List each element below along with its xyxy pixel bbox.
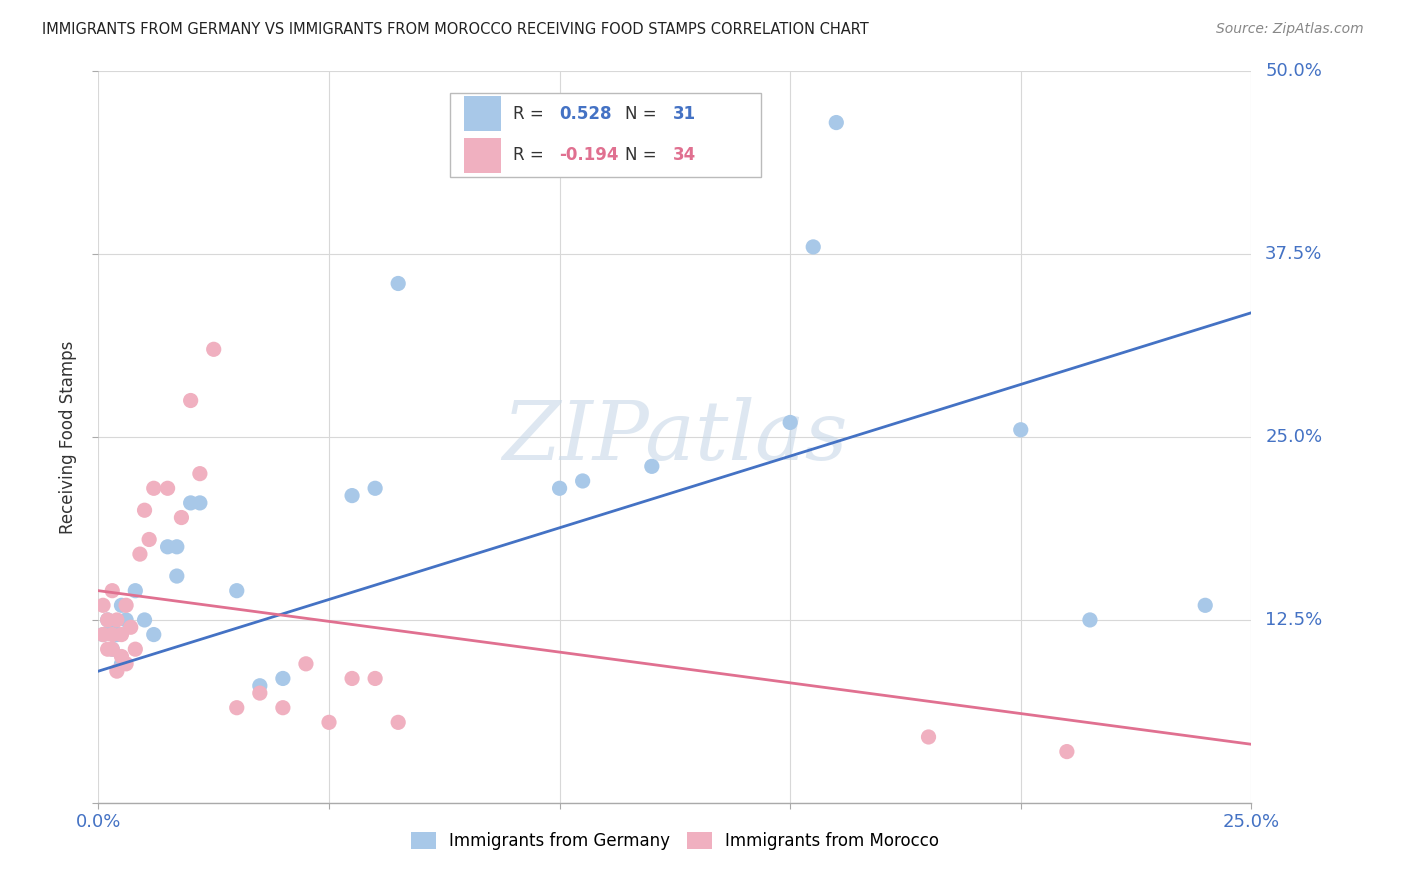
FancyBboxPatch shape <box>464 96 501 131</box>
Point <box>110 657 132 671</box>
Point <box>641 459 664 474</box>
Text: 31: 31 <box>672 104 696 123</box>
Point <box>115 599 138 613</box>
Text: IMMIGRANTS FROM GERMANY VS IMMIGRANTS FROM MOROCCO RECEIVING FOOD STAMPS CORRELA: IMMIGRANTS FROM GERMANY VS IMMIGRANTS FR… <box>42 22 869 37</box>
Text: -0.194: -0.194 <box>560 146 619 164</box>
Point <box>110 649 132 664</box>
Point <box>91 627 114 641</box>
Point <box>917 730 939 744</box>
Legend: Immigrants from Germany, Immigrants from Morocco: Immigrants from Germany, Immigrants from… <box>404 825 946 856</box>
Point <box>571 474 593 488</box>
Point <box>825 115 848 129</box>
Text: 50.0%: 50.0% <box>1265 62 1322 80</box>
Point <box>142 627 165 641</box>
Point <box>115 657 138 671</box>
Point <box>1078 613 1101 627</box>
Text: 37.5%: 37.5% <box>1265 245 1323 263</box>
Point <box>166 540 188 554</box>
Point <box>364 481 387 495</box>
Point <box>105 664 128 678</box>
Text: 25.0%: 25.0% <box>1265 428 1322 446</box>
Text: 12.5%: 12.5% <box>1265 611 1323 629</box>
Point <box>124 583 146 598</box>
Point <box>170 510 193 524</box>
Point <box>129 547 152 561</box>
Point <box>138 533 160 547</box>
Point <box>110 627 132 641</box>
Point <box>249 679 271 693</box>
Point <box>387 277 409 291</box>
Point <box>249 686 271 700</box>
Point <box>156 540 179 554</box>
Point <box>134 613 156 627</box>
Point <box>188 496 211 510</box>
Point <box>180 393 202 408</box>
Point <box>779 416 801 430</box>
Point <box>271 700 294 714</box>
Text: 34: 34 <box>672 146 696 164</box>
Text: N =: N = <box>626 104 662 123</box>
Point <box>801 240 824 254</box>
Text: Source: ZipAtlas.com: Source: ZipAtlas.com <box>1216 22 1364 37</box>
FancyBboxPatch shape <box>464 138 501 173</box>
Point <box>225 700 247 714</box>
Point <box>142 481 165 495</box>
Point <box>134 503 156 517</box>
Y-axis label: Receiving Food Stamps: Receiving Food Stamps <box>59 341 77 533</box>
Text: R =: R = <box>513 146 550 164</box>
Point <box>180 496 202 510</box>
Point <box>225 583 247 598</box>
Point <box>97 613 120 627</box>
Point <box>548 481 571 495</box>
Point <box>105 627 128 641</box>
Text: N =: N = <box>626 146 662 164</box>
Point <box>387 715 409 730</box>
Point <box>1056 745 1078 759</box>
Point <box>97 613 120 627</box>
Point <box>202 343 225 357</box>
Point <box>1194 599 1216 613</box>
Point <box>120 620 142 634</box>
Point <box>364 672 387 686</box>
Point <box>101 620 124 634</box>
Point <box>318 715 340 730</box>
Point <box>271 672 294 686</box>
Point <box>91 599 114 613</box>
Point <box>101 642 124 657</box>
Point <box>97 642 120 657</box>
Point <box>1010 423 1032 437</box>
Point <box>101 642 124 657</box>
Text: ZIPatlas: ZIPatlas <box>502 397 848 477</box>
Point <box>115 613 138 627</box>
Point <box>188 467 211 481</box>
Point <box>101 583 124 598</box>
Text: 0.528: 0.528 <box>560 104 612 123</box>
Point <box>166 569 188 583</box>
Point <box>156 481 179 495</box>
Point <box>110 599 132 613</box>
Point <box>91 627 114 641</box>
Text: R =: R = <box>513 104 550 123</box>
Point <box>340 489 363 503</box>
Point <box>295 657 318 671</box>
Point <box>124 642 146 657</box>
Point <box>101 627 124 641</box>
Point <box>105 613 128 627</box>
FancyBboxPatch shape <box>450 94 762 178</box>
Point <box>340 672 363 686</box>
